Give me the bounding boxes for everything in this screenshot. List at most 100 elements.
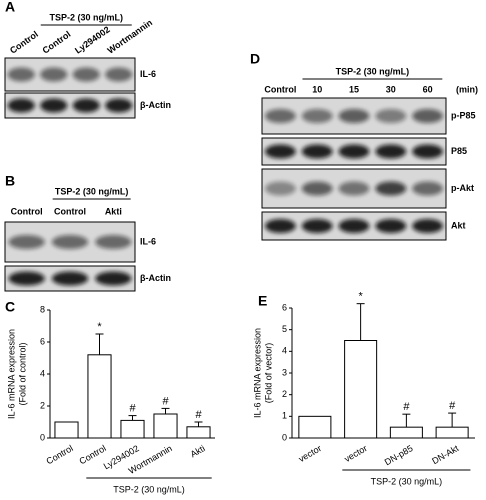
blot-band — [375, 181, 407, 196]
treatment-header: TSP-2 (30 ng/mL) — [336, 66, 410, 76]
treatment-header: TSP-2 (30 ng/mL) — [55, 186, 129, 196]
panel-label: B — [5, 173, 15, 189]
y-tick-label: 6 — [282, 302, 287, 312]
blot-band — [412, 181, 444, 196]
bar — [54, 421, 79, 439]
panel-label: C — [5, 299, 15, 315]
significance-mark: # — [129, 403, 136, 415]
lane-label: Control — [264, 84, 296, 94]
blot-band — [301, 219, 333, 233]
lane-label: Wortmannin — [106, 17, 155, 55]
blot-band — [338, 109, 370, 123]
bar — [298, 415, 332, 439]
bar — [153, 413, 178, 439]
row-label: IL-6 — [140, 69, 156, 79]
bar — [120, 419, 145, 439]
lane-label: Ly294002 — [73, 24, 112, 55]
error-bar — [448, 412, 457, 428]
lane-label: Akti — [105, 206, 122, 216]
lane-label: 30 — [386, 84, 396, 94]
y-tick-label: 1 — [282, 411, 287, 421]
blot-band — [105, 67, 133, 82]
blot-band — [412, 109, 444, 123]
lane-label: Control — [41, 29, 73, 56]
blot-band — [338, 144, 370, 159]
blot-band — [8, 271, 45, 286]
blot-band — [95, 271, 132, 286]
significance-mark: # — [449, 400, 456, 412]
y-tick-label: 2 — [282, 389, 287, 399]
row-label: β-Actin — [140, 273, 171, 283]
y-axis-label: (Fold of vector) — [263, 343, 273, 404]
blot-band — [72, 98, 100, 113]
row-label: β-Actin — [140, 100, 171, 110]
bar — [344, 340, 378, 439]
row-label: p-Akt — [451, 183, 474, 193]
y-tick-label: 4 — [282, 346, 287, 356]
treatment-header: TSP-2 (30 ng/mL) — [49, 12, 123, 22]
x-tick-label: vector — [343, 443, 369, 464]
lane-label: 15 — [349, 84, 359, 94]
bar — [435, 426, 469, 439]
unit-label: (min) — [456, 84, 478, 94]
error-bar — [194, 421, 203, 427]
error-bar — [128, 415, 137, 421]
bar — [87, 354, 112, 439]
x-tick-label: DN-Akt — [430, 443, 461, 466]
x-tick-label: Akti — [189, 443, 207, 459]
error-bar — [402, 413, 411, 428]
significance-mark: # — [403, 401, 410, 413]
y-tick-label: 3 — [282, 367, 287, 377]
significance-mark: # — [195, 409, 202, 421]
blot-band — [264, 181, 296, 196]
blot-band — [338, 181, 370, 196]
blot-band — [375, 219, 407, 233]
lane-label: Control — [11, 206, 43, 216]
blot-band — [412, 219, 444, 233]
lane-label: Control — [54, 206, 86, 216]
group-label: TSP-2 (30 ng/mL) — [371, 476, 443, 486]
panel-label: D — [250, 51, 260, 67]
x-tick-label: vector — [297, 443, 323, 464]
row-label: p-P85 — [451, 110, 476, 120]
x-tick-label: Control — [45, 443, 75, 466]
blot-band — [40, 98, 68, 113]
blot-band — [8, 235, 45, 249]
blot-band — [301, 144, 333, 159]
panel-label: A — [5, 0, 15, 15]
blot-band — [301, 109, 333, 123]
blot-band — [72, 67, 100, 82]
blot-band — [264, 219, 296, 233]
blot-band — [7, 98, 35, 113]
y-tick-label: 0 — [40, 432, 45, 442]
blot-band — [51, 235, 89, 249]
error-bar — [95, 333, 104, 355]
y-tick-label: 0 — [282, 432, 287, 442]
lane-label: Control — [8, 29, 40, 56]
significance-mark: * — [358, 291, 363, 303]
group-label: TSP-2 (30 ng/mL) — [113, 484, 185, 494]
panel-label: E — [258, 293, 267, 309]
blot-band — [301, 181, 333, 196]
blot-band — [51, 271, 89, 286]
blot-band — [412, 144, 444, 159]
y-axis-label: (Fold of control) — [17, 342, 27, 405]
lane-label: 10 — [312, 84, 322, 94]
blot-band — [264, 144, 296, 159]
blot-band — [375, 109, 407, 123]
blot-band — [7, 67, 35, 82]
significance-mark: * — [97, 321, 102, 333]
y-tick-label: 4 — [40, 368, 45, 378]
row-label: IL-6 — [140, 236, 156, 246]
blot-band — [264, 109, 296, 123]
y-axis-label: IL-6 mRNA expression — [252, 328, 262, 418]
blot-band — [338, 219, 370, 233]
bar — [389, 426, 423, 439]
row-label: P85 — [451, 146, 467, 156]
y-tick-label: 6 — [40, 336, 45, 346]
error-bar — [356, 303, 365, 341]
x-tick-label: DN-p85 — [383, 443, 415, 467]
blot-band — [40, 67, 68, 82]
row-label: Akt — [451, 220, 466, 230]
